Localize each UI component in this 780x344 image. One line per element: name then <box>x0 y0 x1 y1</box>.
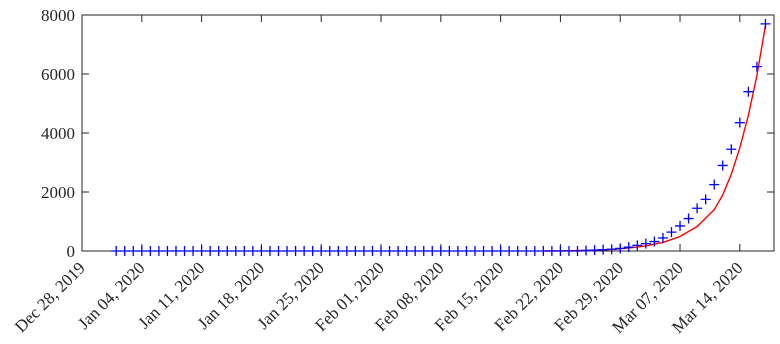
y-tick-label: 8000 <box>41 6 75 25</box>
data-point <box>162 246 173 256</box>
data-point <box>256 246 267 256</box>
plot-area <box>111 18 771 256</box>
data-point <box>751 61 762 72</box>
data-point <box>657 233 668 244</box>
series-line <box>543 25 767 252</box>
data-point <box>299 246 310 256</box>
data-point <box>743 86 754 97</box>
data-point <box>709 179 720 190</box>
data-point <box>444 246 455 256</box>
y-tick-label: 0 <box>67 242 76 261</box>
data-point <box>290 246 301 256</box>
data-point <box>452 246 463 256</box>
data-point <box>213 246 224 256</box>
data-point <box>675 220 686 231</box>
data-point <box>358 246 369 256</box>
data-point <box>153 246 164 256</box>
data-point <box>461 246 472 256</box>
data-point <box>205 246 216 256</box>
data-point <box>316 246 327 256</box>
data-point <box>376 246 387 256</box>
data-point <box>393 246 404 256</box>
data-point <box>734 117 745 128</box>
data-point <box>222 246 233 256</box>
data-point <box>435 246 446 256</box>
axes-box <box>81 14 775 252</box>
data-point <box>478 246 489 256</box>
data-point <box>196 246 207 256</box>
data-point <box>717 160 728 171</box>
data-point <box>606 244 617 255</box>
data-point <box>247 246 258 256</box>
data-point <box>145 246 156 256</box>
data-point <box>726 144 737 155</box>
data-point <box>546 246 557 256</box>
data-point <box>384 246 395 256</box>
data-point <box>623 242 634 253</box>
data-point <box>239 246 250 256</box>
data-point <box>512 246 523 256</box>
data-point <box>410 246 421 256</box>
data-point <box>572 246 583 256</box>
data-point <box>367 246 378 256</box>
data-point <box>119 246 130 256</box>
data-point <box>273 246 284 256</box>
data-point <box>401 246 412 256</box>
data-point <box>700 194 711 205</box>
data-point <box>589 245 600 256</box>
data-point <box>521 246 532 256</box>
data-point <box>128 246 139 256</box>
axes <box>81 14 775 252</box>
data-point <box>341 246 352 256</box>
data-point <box>136 246 147 256</box>
data-point <box>529 246 540 256</box>
y-tick-label: 6000 <box>41 65 75 84</box>
data-point <box>333 246 344 256</box>
data-point <box>615 243 626 254</box>
data-point <box>598 244 609 255</box>
data-point <box>555 246 566 256</box>
data-point <box>640 238 651 249</box>
data-point <box>469 246 480 256</box>
data-point <box>264 246 275 256</box>
data-point <box>581 245 592 256</box>
data-point <box>111 246 122 256</box>
data-point <box>427 246 438 256</box>
data-point <box>170 246 181 256</box>
data-point <box>538 246 549 256</box>
data-point <box>632 240 643 251</box>
data-point <box>504 246 515 256</box>
data-point <box>487 246 498 256</box>
y-tick-label: 4000 <box>41 124 75 143</box>
data-point <box>563 246 574 256</box>
data-point <box>683 213 694 224</box>
data-point <box>350 246 361 256</box>
y-tick-label: 2000 <box>41 183 75 202</box>
data-point <box>179 246 190 256</box>
data-point <box>495 246 506 256</box>
data-point <box>188 246 199 256</box>
data-point <box>230 246 241 256</box>
data-point <box>760 18 771 29</box>
data-point <box>418 246 429 256</box>
data-point <box>649 236 660 247</box>
data-point <box>666 227 677 238</box>
data-point <box>324 246 335 256</box>
data-point <box>282 246 293 256</box>
x-tick-label: Dec 28, 2019 <box>11 258 89 336</box>
data-point <box>307 246 318 256</box>
data-point <box>692 203 703 214</box>
